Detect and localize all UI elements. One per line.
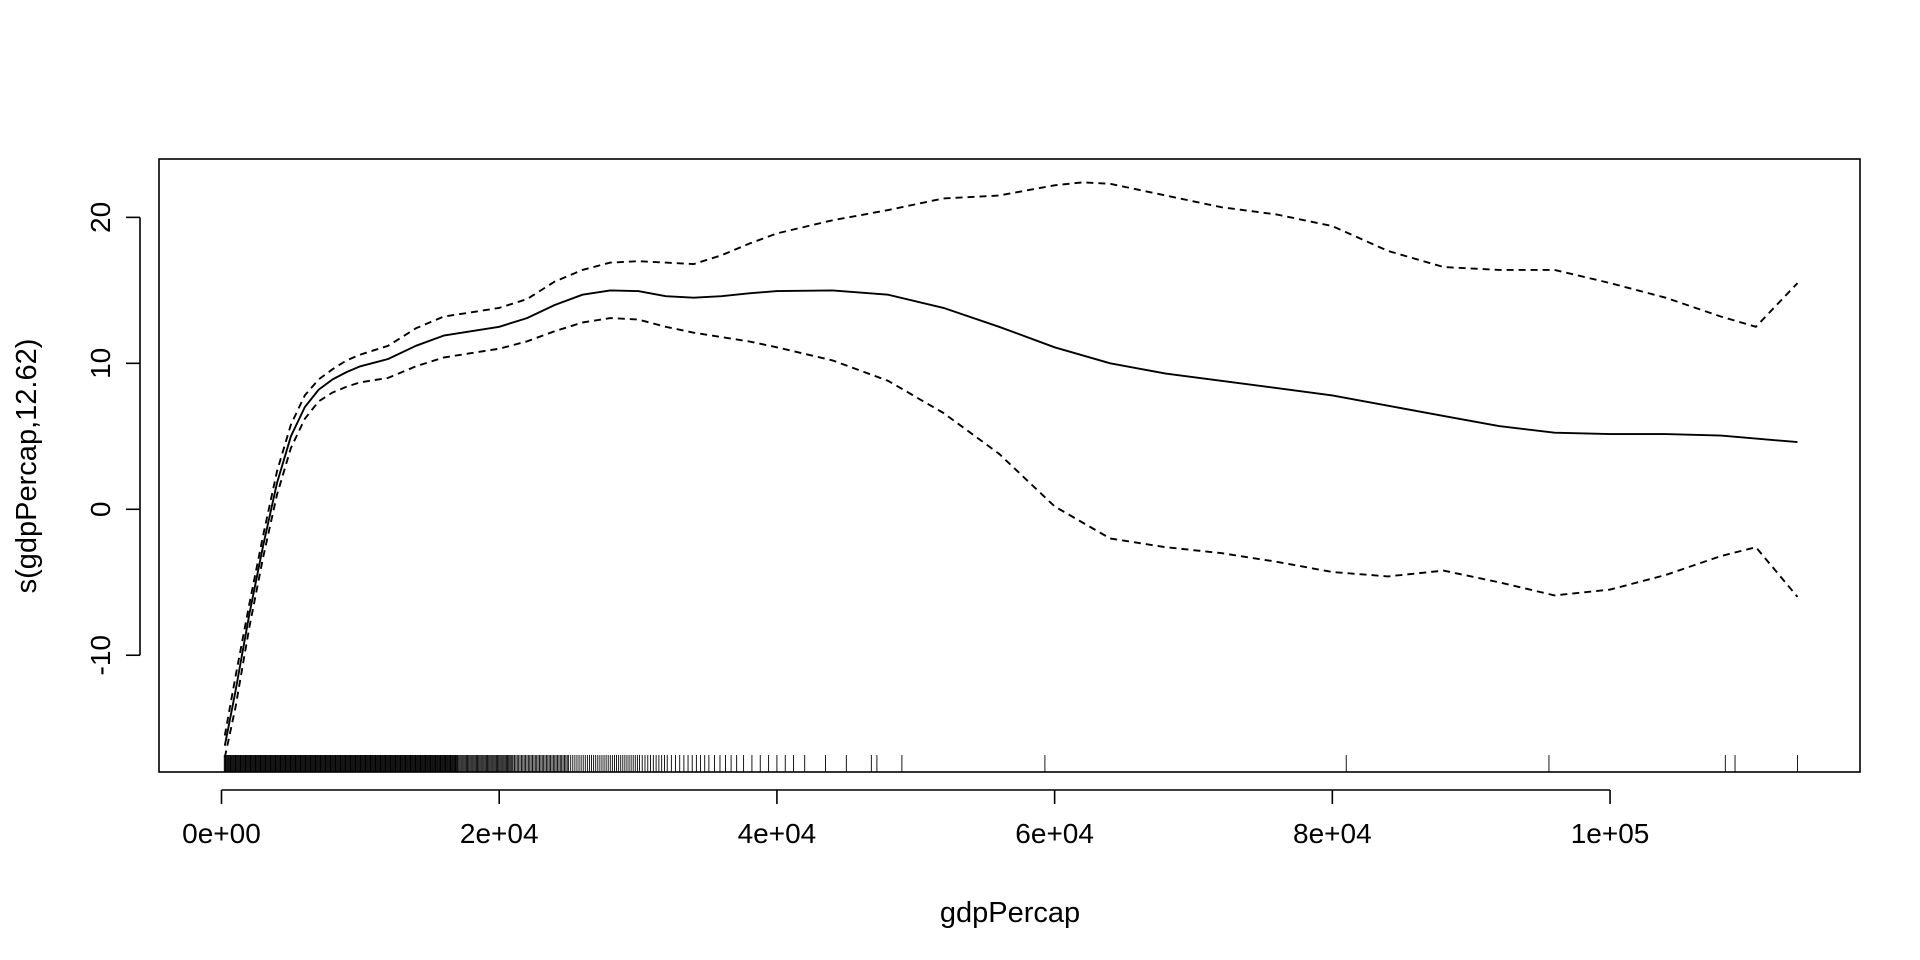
smooth-curves bbox=[223, 181, 1799, 758]
x-axis: 0e+00 2e+04 4e+04 6e+04 8e+04 1e+05 bbox=[182, 789, 1650, 849]
x-tick-label: 4e+04 bbox=[738, 818, 817, 849]
plot-frame bbox=[158, 158, 1861, 773]
lower-band-line bbox=[223, 317, 1799, 758]
x-tick-label: 1e+05 bbox=[1571, 818, 1650, 849]
y-tick-label: 10 bbox=[85, 348, 116, 379]
x-tick-label: 2e+04 bbox=[460, 818, 539, 849]
x-tick-label: 8e+04 bbox=[1293, 818, 1372, 849]
y-tick-label: 0 bbox=[85, 501, 116, 517]
y-tick-label: 20 bbox=[85, 202, 116, 233]
y-axis-title: s(gdpPercap,12.62) bbox=[11, 339, 43, 594]
y-tick-label: -10 bbox=[85, 635, 116, 675]
x-axis-title: gdpPercap bbox=[940, 897, 1080, 929]
y-axis: -10 0 10 20 bbox=[85, 202, 141, 675]
upper-band-line bbox=[223, 181, 1799, 736]
x-tick-label: 6e+04 bbox=[1015, 818, 1094, 849]
x-tick-label: 0e+00 bbox=[182, 818, 261, 849]
rug-marks bbox=[223, 755, 1798, 772]
smooth-line bbox=[223, 289, 1798, 746]
